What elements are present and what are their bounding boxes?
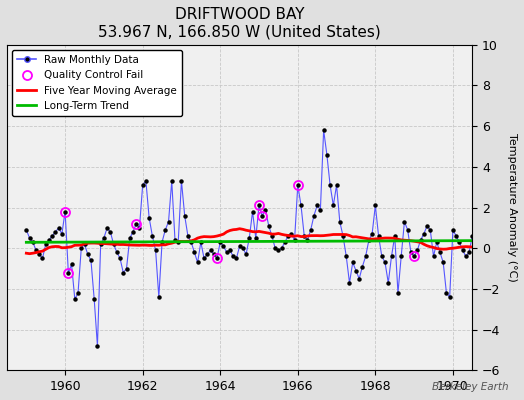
- Legend: Raw Monthly Data, Quality Control Fail, Five Year Moving Average, Long-Term Tren: Raw Monthly Data, Quality Control Fail, …: [12, 50, 182, 116]
- Title: DRIFTWOOD BAY
53.967 N, 166.850 W (United States): DRIFTWOOD BAY 53.967 N, 166.850 W (Unite…: [98, 7, 381, 39]
- Text: Berkeley Earth: Berkeley Earth: [432, 382, 508, 392]
- Y-axis label: Temperature Anomaly (°C): Temperature Anomaly (°C): [507, 133, 517, 282]
